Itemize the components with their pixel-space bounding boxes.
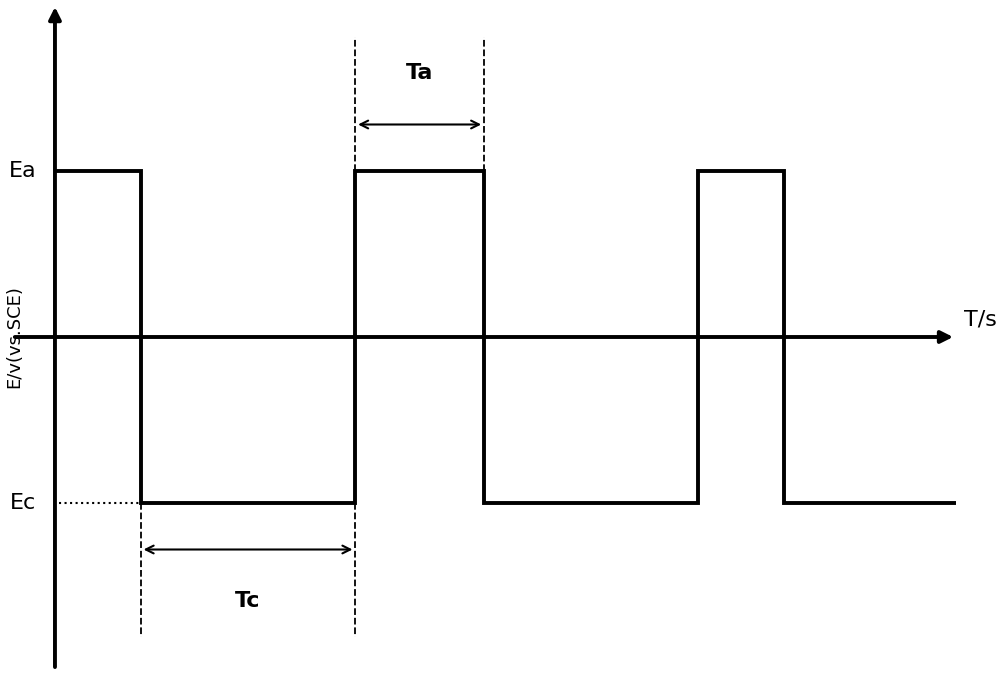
- Text: Tc: Tc: [235, 590, 261, 611]
- Text: Ta: Ta: [406, 63, 433, 84]
- Text: T/s: T/s: [964, 309, 997, 329]
- Text: Ec: Ec: [10, 493, 36, 514]
- Text: Ea: Ea: [8, 160, 36, 181]
- Text: E/v(vs.SCE): E/v(vs.SCE): [5, 286, 23, 388]
